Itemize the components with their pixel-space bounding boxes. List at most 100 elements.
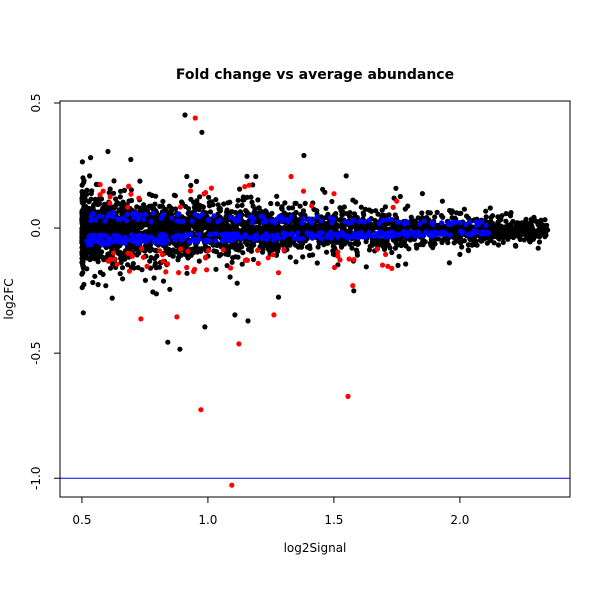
point-red [159,252,166,258]
y-axis-label: log2FC [2,278,16,319]
point-black [111,178,117,184]
y-tick-label: -1.0 [29,467,43,490]
point-black [102,201,108,207]
point-blue [199,211,205,217]
point-blue [447,232,453,238]
point-outlier-red [288,173,294,180]
point-black [122,256,128,262]
point-black [415,215,421,221]
point-black [430,245,436,251]
point-black [250,229,256,235]
point-blue [86,234,92,240]
point-blue [107,238,113,244]
point-outlier-red [236,341,242,347]
point-blue [341,232,347,238]
axes: 0.5 1.0 1.5 2.0 0.5 0.0 -0.5 -1.0 [29,93,469,527]
point-blue [179,233,185,239]
point-blue [361,219,367,225]
point-black [300,254,306,260]
point-black [80,221,86,227]
point-blue [178,237,184,243]
point-red [228,265,234,271]
point-black [207,209,214,215]
point-black [92,273,98,279]
point-outlier-black [177,346,183,352]
point-black [535,245,541,251]
point-black [528,216,535,222]
point-black [351,288,357,294]
point-red [390,204,396,210]
point-black [510,218,516,225]
point-blue [135,215,141,221]
point-blue [306,217,312,223]
point-black [330,243,336,249]
point-black [95,227,101,233]
point-blue [300,235,306,242]
point-red [107,256,113,262]
point-black [508,226,514,233]
point-black [200,223,206,229]
point-black [268,200,274,207]
point-black [293,200,299,206]
point-black [118,188,124,194]
point-black [236,245,242,251]
point-black [419,191,425,197]
point-blue [88,213,94,220]
point-red [309,203,315,209]
point-black [446,227,452,233]
point-black [88,155,94,161]
point-black [167,286,173,292]
point-red [389,265,395,271]
point-black [224,221,230,227]
point-black [373,208,379,214]
point-black [103,283,109,289]
point-black [355,241,361,247]
point-blue [189,218,195,224]
point-red [100,188,106,194]
point-blue [227,214,234,220]
point-black [392,212,398,218]
point-black [118,228,124,234]
point-blue [139,235,145,241]
point-black [245,224,251,230]
point-black [392,245,398,251]
point-black [316,240,322,246]
point-black [434,209,440,215]
point-black [166,203,172,209]
point-blue [483,222,489,228]
point-red [242,184,248,190]
point-blue [376,233,382,239]
point-blue [155,240,161,246]
point-blue [397,232,403,238]
point-red [220,247,226,253]
point-black [79,233,85,240]
point-black [379,225,385,231]
point-black [338,216,344,222]
point-outlier-black [109,295,115,301]
point-black [453,230,459,236]
point-black [275,294,282,300]
point-black [544,227,550,233]
point-black [93,254,99,260]
point-black [152,263,158,269]
point-black [536,239,543,245]
point-black [193,178,200,184]
point-black [97,269,103,275]
point-black [351,211,358,217]
point-black [194,198,200,204]
point-outlier-black [105,148,111,155]
point-blue [366,229,372,235]
point-black [218,251,224,258]
point-black [353,199,359,205]
point-black [244,173,250,179]
point-black [287,254,293,260]
point-black [229,259,235,265]
point-black [80,207,86,213]
point-black [100,222,106,229]
point-black [185,216,191,222]
point-black [414,245,420,251]
point-black [213,197,219,203]
point-red [139,245,145,252]
point-outlier-black [199,129,205,135]
point-blue [104,233,111,239]
